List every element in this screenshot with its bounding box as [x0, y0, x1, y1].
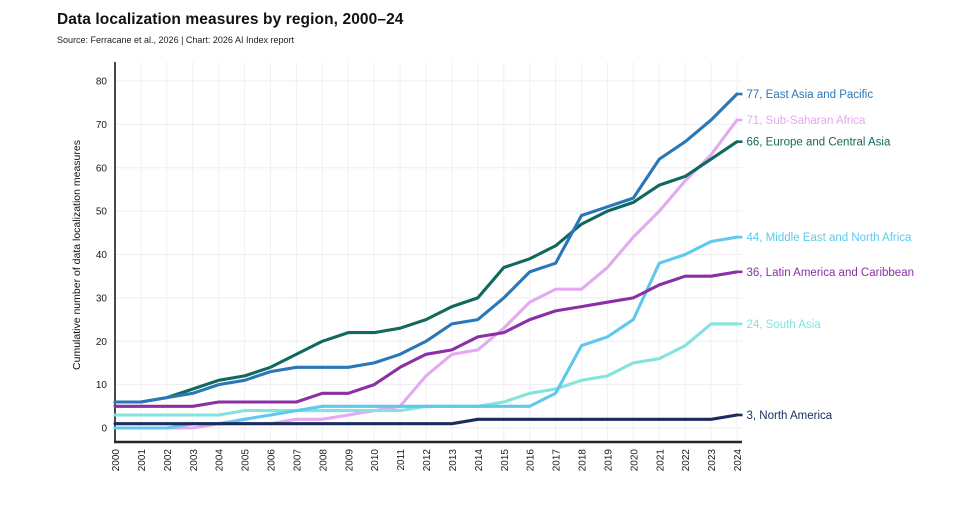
x-tick-label: 2014 — [474, 449, 485, 472]
x-tick-label: 2008 — [318, 449, 329, 472]
chart-source-note: Source: Ferracane et al., 2026 | Chart: … — [57, 35, 294, 45]
x-tick-label: 2007 — [292, 449, 303, 472]
y-tick-label: 20 — [96, 337, 108, 348]
x-tick-label: 2013 — [448, 449, 459, 472]
x-tick-label: 2016 — [526, 449, 537, 472]
y-tick-label: 0 — [101, 424, 107, 435]
x-tick-label: 2009 — [344, 449, 355, 472]
y-tick-label: 70 — [96, 120, 108, 131]
x-tick-label: 2011 — [396, 449, 407, 471]
x-tick-label: 2000 — [111, 449, 122, 472]
series-end-label-europe-and-central-asia: 66, Europe and Central Asia — [747, 137, 891, 149]
horizontal-gridlines — [115, 80, 742, 429]
series-end-label-sub-saharan-africa: 71, Sub-Saharan Africa — [747, 115, 867, 127]
series-end-label-middle-east-and-north-africa: 44, Middle East and North Africa — [747, 232, 913, 244]
vertical-gridlines — [114, 62, 738, 442]
series-lines — [113, 92, 743, 430]
axes — [114, 62, 742, 444]
series-end-label-south-asia: 24, South Asia — [747, 319, 822, 331]
series-line-latin-america-and-caribbean — [113, 270, 739, 408]
y-axis-title: Cumulative number of data localization m… — [71, 140, 83, 370]
y-tick-label: 30 — [96, 293, 108, 304]
y-tick-label: 10 — [96, 380, 108, 391]
x-tick-label: 2024 — [733, 449, 744, 472]
x-tick-label: 2023 — [707, 449, 718, 472]
x-tick-label: 2021 — [655, 449, 666, 472]
y-tick-label: 80 — [96, 77, 108, 88]
x-tick-label: 2012 — [422, 449, 433, 472]
series-end-labels: 71, Sub-Saharan Africa 24, South Asia 44, … — [747, 89, 915, 422]
x-tick-label: 2015 — [500, 449, 511, 472]
y-tick-label: 50 — [96, 207, 108, 218]
y-tick-label: 60 — [96, 163, 108, 174]
x-tick-label: 2019 — [603, 449, 614, 472]
chart-title: Data localization measures by region, 20… — [57, 11, 404, 28]
series-line-north-america — [113, 413, 739, 426]
x-tick-label: 2020 — [629, 449, 640, 472]
x-axis-tick-labels: 2000 2001 2002 2003 2004 2005 2006 2007 2008 2009… — [111, 449, 744, 472]
y-tick-label: 40 — [96, 250, 108, 261]
y-axis-tick-labels: 0 10 20 30 40 50 60 70 80 — [96, 77, 108, 435]
x-tick-label: 2022 — [681, 449, 692, 472]
x-tick-label: 2005 — [241, 449, 252, 472]
series-line-europe-and-central-asia — [113, 140, 739, 404]
x-tick-label: 2017 — [552, 449, 563, 472]
x-tick-label: 2010 — [370, 449, 381, 472]
x-tick-label: 2006 — [267, 449, 278, 472]
x-tick-label: 2002 — [163, 449, 174, 472]
series-end-label-east-asia-and-pacific: 77, East Asia and Pacific — [747, 89, 874, 101]
x-tick-label: 2003 — [189, 449, 200, 472]
x-tick-label: 2001 — [137, 449, 148, 472]
series-end-label-latin-america-and-caribbean: 36, Latin America and Caribbean — [747, 267, 915, 279]
series-end-label-north-america: 3, North America — [747, 410, 833, 422]
x-tick-label: 2004 — [215, 449, 226, 472]
series-line-east-asia-and-pacific — [113, 92, 739, 404]
x-tick-label: 2018 — [578, 449, 589, 472]
